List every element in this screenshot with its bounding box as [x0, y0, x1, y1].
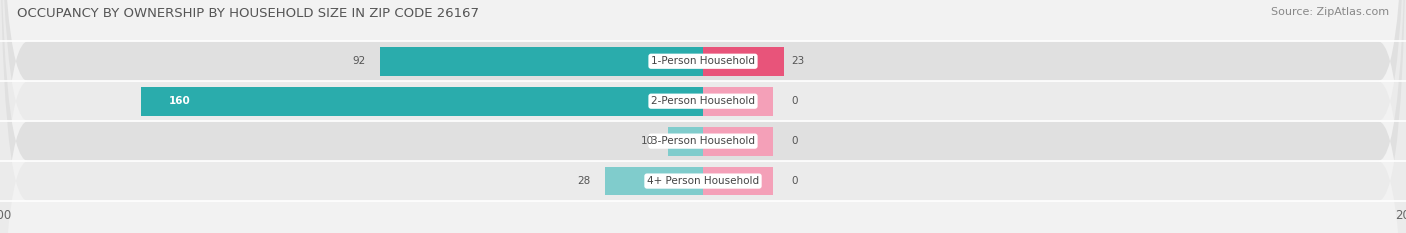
- Text: 4+ Person Household: 4+ Person Household: [647, 176, 759, 186]
- Text: 3-Person Household: 3-Person Household: [651, 136, 755, 146]
- Text: 92: 92: [353, 56, 366, 66]
- Text: 2-Person Household: 2-Person Household: [651, 96, 755, 106]
- Text: 1-Person Household: 1-Person Household: [651, 56, 755, 66]
- Text: 0: 0: [790, 96, 797, 106]
- Bar: [703, 47, 785, 76]
- Bar: [703, 167, 773, 195]
- Text: 23: 23: [790, 56, 804, 66]
- Bar: [703, 87, 773, 116]
- Text: Source: ZipAtlas.com: Source: ZipAtlas.com: [1271, 7, 1389, 17]
- Text: 0: 0: [790, 176, 797, 186]
- Bar: [605, 167, 703, 195]
- Bar: [380, 47, 703, 76]
- Text: 0: 0: [790, 136, 797, 146]
- Bar: [703, 127, 773, 155]
- Text: OCCUPANCY BY OWNERSHIP BY HOUSEHOLD SIZE IN ZIP CODE 26167: OCCUPANCY BY OWNERSHIP BY HOUSEHOLD SIZE…: [17, 7, 479, 20]
- Text: 28: 28: [578, 176, 591, 186]
- Text: 10: 10: [641, 136, 654, 146]
- Bar: [668, 127, 703, 155]
- Text: 160: 160: [169, 96, 190, 106]
- Bar: [141, 87, 703, 116]
